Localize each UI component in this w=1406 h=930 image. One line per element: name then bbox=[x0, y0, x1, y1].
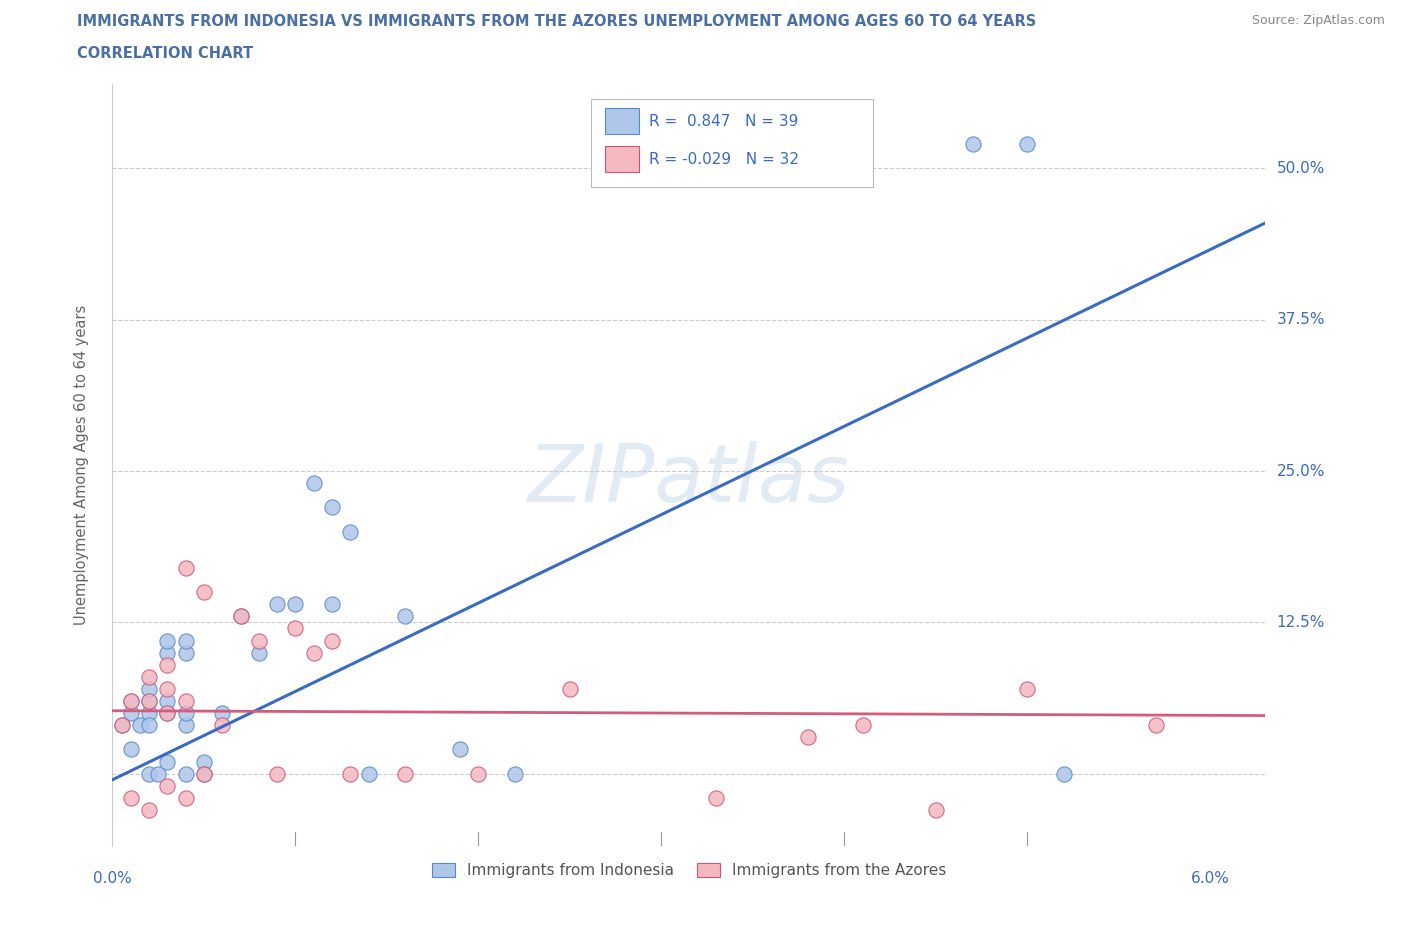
Point bbox=[111, 718, 134, 733]
Point bbox=[321, 500, 343, 515]
Point bbox=[148, 766, 170, 781]
Point bbox=[156, 645, 179, 660]
Point bbox=[156, 754, 179, 769]
Point bbox=[962, 137, 984, 152]
Point bbox=[302, 645, 325, 660]
Point bbox=[174, 694, 197, 709]
Point bbox=[284, 597, 307, 612]
Point bbox=[138, 682, 160, 697]
Point bbox=[156, 706, 179, 721]
Point bbox=[503, 766, 526, 781]
Point bbox=[111, 718, 134, 733]
Point bbox=[156, 682, 179, 697]
Point bbox=[120, 706, 142, 721]
Point bbox=[138, 718, 160, 733]
Point bbox=[156, 633, 179, 648]
Point bbox=[174, 633, 197, 648]
Point bbox=[797, 730, 820, 745]
Point bbox=[357, 766, 380, 781]
Point bbox=[247, 645, 270, 660]
Text: 0.0%: 0.0% bbox=[93, 871, 132, 886]
Point bbox=[193, 766, 215, 781]
Point bbox=[174, 790, 197, 805]
Point bbox=[558, 682, 581, 697]
Bar bbox=[605, 146, 640, 172]
Point bbox=[449, 742, 471, 757]
Point bbox=[129, 718, 152, 733]
Point bbox=[925, 803, 948, 817]
Text: Source: ZipAtlas.com: Source: ZipAtlas.com bbox=[1251, 14, 1385, 27]
Point bbox=[229, 609, 252, 624]
Point bbox=[247, 633, 270, 648]
Text: ZIPatlas: ZIPatlas bbox=[527, 441, 851, 519]
Y-axis label: Unemployment Among Ages 60 to 64 years: Unemployment Among Ages 60 to 64 years bbox=[75, 305, 89, 625]
Text: 25.0%: 25.0% bbox=[1277, 463, 1324, 479]
Point bbox=[138, 670, 160, 684]
Point bbox=[138, 803, 160, 817]
Point bbox=[339, 525, 361, 539]
Point bbox=[193, 754, 215, 769]
Point bbox=[120, 790, 142, 805]
Point bbox=[321, 633, 343, 648]
Bar bbox=[605, 108, 640, 134]
Point bbox=[120, 694, 142, 709]
Point bbox=[174, 766, 197, 781]
Point bbox=[1017, 682, 1039, 697]
Text: 12.5%: 12.5% bbox=[1277, 615, 1324, 630]
Point bbox=[138, 706, 160, 721]
Point bbox=[394, 766, 416, 781]
Point bbox=[339, 766, 361, 781]
Text: 50.0%: 50.0% bbox=[1277, 161, 1324, 176]
Point bbox=[174, 706, 197, 721]
Point bbox=[1144, 718, 1167, 733]
Point bbox=[211, 706, 233, 721]
Point bbox=[120, 742, 142, 757]
Point bbox=[120, 694, 142, 709]
Point bbox=[266, 766, 288, 781]
Point bbox=[706, 790, 728, 805]
Point bbox=[156, 658, 179, 672]
Point bbox=[321, 597, 343, 612]
Text: 6.0%: 6.0% bbox=[1191, 871, 1230, 886]
Text: CORRELATION CHART: CORRELATION CHART bbox=[77, 46, 253, 61]
Point bbox=[138, 694, 160, 709]
Point bbox=[174, 645, 197, 660]
FancyBboxPatch shape bbox=[591, 99, 873, 187]
Point bbox=[394, 609, 416, 624]
Point bbox=[193, 766, 215, 781]
Point bbox=[302, 476, 325, 491]
Point bbox=[211, 718, 233, 733]
Point bbox=[193, 585, 215, 600]
Point bbox=[174, 718, 197, 733]
Point bbox=[852, 718, 875, 733]
Point bbox=[284, 621, 307, 636]
Point bbox=[229, 609, 252, 624]
Point bbox=[138, 766, 160, 781]
Point bbox=[156, 706, 179, 721]
Point bbox=[266, 597, 288, 612]
Point bbox=[138, 694, 160, 709]
Point bbox=[174, 561, 197, 576]
Text: R = -0.029   N = 32: R = -0.029 N = 32 bbox=[648, 152, 799, 166]
Text: 37.5%: 37.5% bbox=[1277, 312, 1324, 327]
Point bbox=[156, 694, 179, 709]
Point bbox=[467, 766, 489, 781]
Point bbox=[156, 778, 179, 793]
Point bbox=[1053, 766, 1076, 781]
Text: IMMIGRANTS FROM INDONESIA VS IMMIGRANTS FROM THE AZORES UNEMPLOYMENT AMONG AGES : IMMIGRANTS FROM INDONESIA VS IMMIGRANTS … bbox=[77, 14, 1036, 29]
Text: R =  0.847   N = 39: R = 0.847 N = 39 bbox=[648, 113, 799, 128]
Point bbox=[1017, 137, 1039, 152]
Legend: Immigrants from Indonesia, Immigrants from the Azores: Immigrants from Indonesia, Immigrants fr… bbox=[426, 857, 952, 884]
